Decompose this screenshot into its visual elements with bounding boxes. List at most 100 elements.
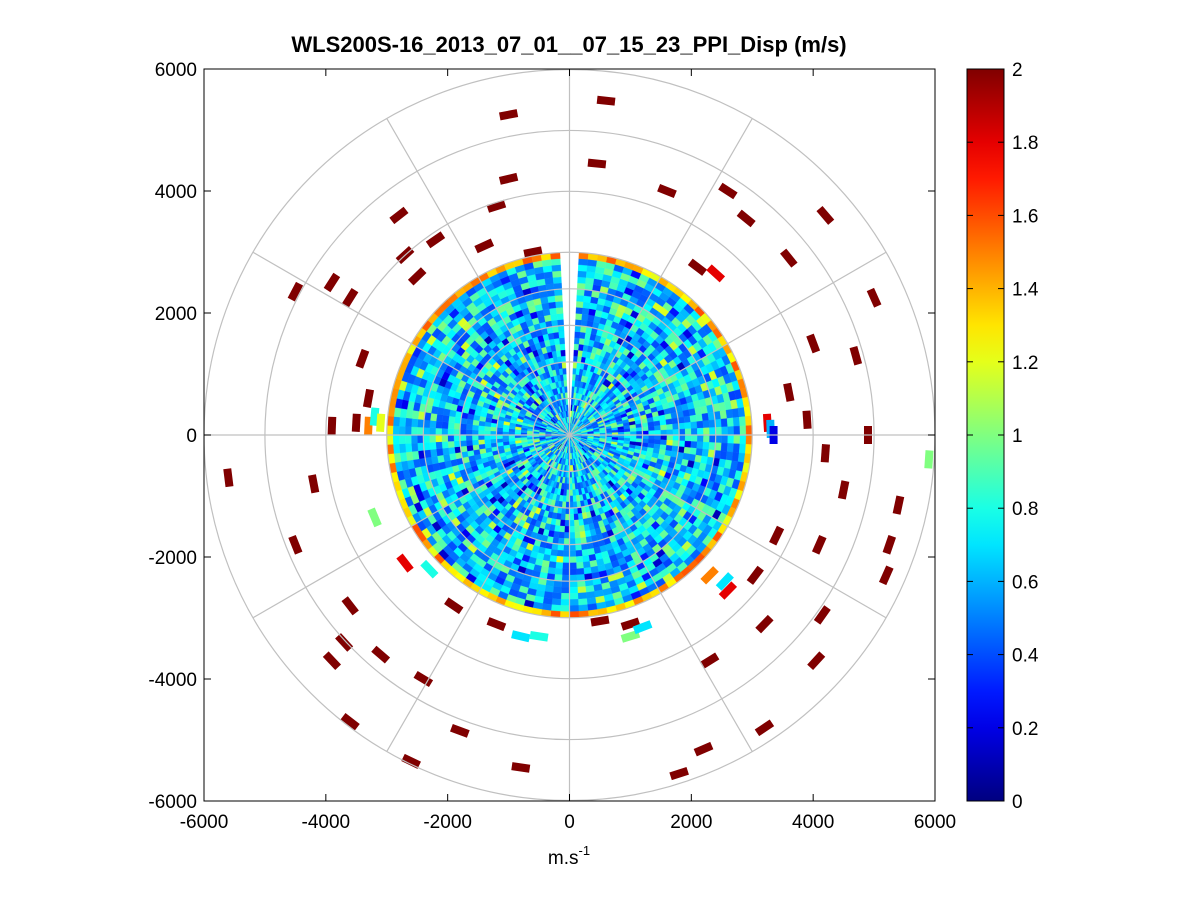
- dense-cell: [666, 434, 674, 441]
- dense-cell: [583, 567, 592, 575]
- dense-cell: [459, 434, 467, 441]
- dense-cell: [467, 450, 475, 457]
- dense-cell: [726, 443, 734, 453]
- dense-cell: [738, 443, 747, 454]
- dense-cell: [565, 507, 570, 515]
- dense-cell: [577, 598, 588, 606]
- x-tick-label: 2000: [670, 812, 712, 833]
- dense-cell: [695, 448, 703, 457]
- dense-cell: [547, 567, 556, 575]
- dense-cell: [556, 313, 564, 321]
- colorbar-tick-label: 2: [1012, 60, 1023, 81]
- dense-cell: [471, 434, 479, 441]
- dense-cell: [739, 425, 747, 436]
- dense-cell: [666, 429, 674, 436]
- dense-cell: [572, 495, 577, 503]
- dense-cell: [442, 414, 450, 423]
- sparse-return-cell: [327, 416, 337, 435]
- dense-cell: [561, 574, 570, 582]
- dense-cell: [552, 270, 562, 278]
- dense-cell: [465, 434, 473, 441]
- dense-cell: [559, 519, 566, 527]
- dense-cell: [573, 519, 580, 527]
- dense-cell: [703, 427, 710, 436]
- dense-cell: [569, 605, 579, 612]
- dense-cell: [429, 434, 436, 443]
- dense-cell: [472, 444, 480, 451]
- dense-cell: [471, 429, 479, 436]
- dense-cell: [549, 555, 557, 563]
- dense-cell: [727, 434, 735, 444]
- dense-cell: [642, 430, 649, 436]
- dense-cell: [745, 425, 753, 436]
- dense-cell: [435, 434, 442, 443]
- dense-cell: [392, 434, 400, 445]
- dense-cell: [721, 426, 729, 436]
- dense-cell: [559, 611, 570, 618]
- dense-cell: [447, 434, 455, 442]
- dense-cell: [555, 562, 563, 569]
- dense-cell: [660, 434, 668, 441]
- dense-cell: [551, 264, 562, 272]
- dense-cell: [556, 549, 564, 557]
- dense-cell: [642, 426, 649, 432]
- dense-cell: [672, 440, 680, 447]
- dense-cell: [576, 294, 585, 302]
- dense-cell: [441, 441, 449, 449]
- dense-cell: [552, 586, 562, 594]
- dense-cell: [555, 343, 561, 351]
- dense-cell: [563, 532, 570, 539]
- dense-cell: [569, 611, 580, 618]
- dense-cell: [560, 593, 570, 600]
- dense-cell: [701, 448, 710, 458]
- dense-cell: [564, 386, 568, 393]
- sparse-return-cell: [924, 450, 934, 469]
- y-tick-label: 6000: [155, 60, 197, 81]
- dense-cell: [465, 424, 473, 431]
- dense-cell: [490, 430, 497, 436]
- dense-cell: [719, 410, 728, 420]
- dense-cell: [672, 429, 680, 436]
- dense-cell: [558, 531, 565, 539]
- dense-cell: [411, 410, 420, 420]
- dense-cell: [423, 434, 430, 443]
- dense-cell: [666, 424, 674, 431]
- dense-cell: [392, 443, 401, 454]
- dense-cell: [569, 526, 575, 533]
- dense-cell: [569, 544, 576, 551]
- dense-cell: [555, 556, 564, 563]
- dense-cell: [683, 415, 691, 424]
- dense-cell: [548, 301, 557, 309]
- sparse-return-cell: [351, 413, 361, 433]
- dense-cell: [417, 426, 424, 436]
- dense-cell: [560, 605, 570, 612]
- dense-cell: [648, 434, 655, 440]
- dense-cell: [697, 434, 704, 443]
- dense-cell: [569, 513, 575, 521]
- dense-cell: [684, 434, 692, 442]
- dense-cell: [678, 428, 686, 436]
- dense-cell: [660, 439, 667, 446]
- dense-cell: [411, 442, 419, 452]
- dense-cell: [564, 513, 570, 521]
- dense-cell: [575, 313, 583, 321]
- dense-cell: [557, 537, 565, 545]
- dense-cell: [484, 438, 491, 445]
- colorbar-tick-label: 0: [1012, 792, 1023, 813]
- colorbar-tick-label: 0.4: [1012, 646, 1039, 667]
- dense-cell: [702, 441, 710, 450]
- dense-cell: [417, 434, 424, 444]
- dense-cell: [584, 530, 592, 538]
- dense-cell: [577, 586, 587, 594]
- dense-cell: [429, 441, 437, 450]
- dense-cell: [555, 307, 564, 314]
- dense-cell: [690, 441, 698, 449]
- dense-cell: [573, 507, 578, 515]
- dense-cell: [572, 501, 578, 509]
- dense-cell: [502, 438, 510, 443]
- dense-cell: [549, 307, 557, 315]
- dense-cell: [465, 429, 473, 436]
- x-axis-label-text: m.s: [548, 848, 579, 869]
- sparse-return-cell: [376, 413, 386, 433]
- dense-cell: [441, 434, 448, 442]
